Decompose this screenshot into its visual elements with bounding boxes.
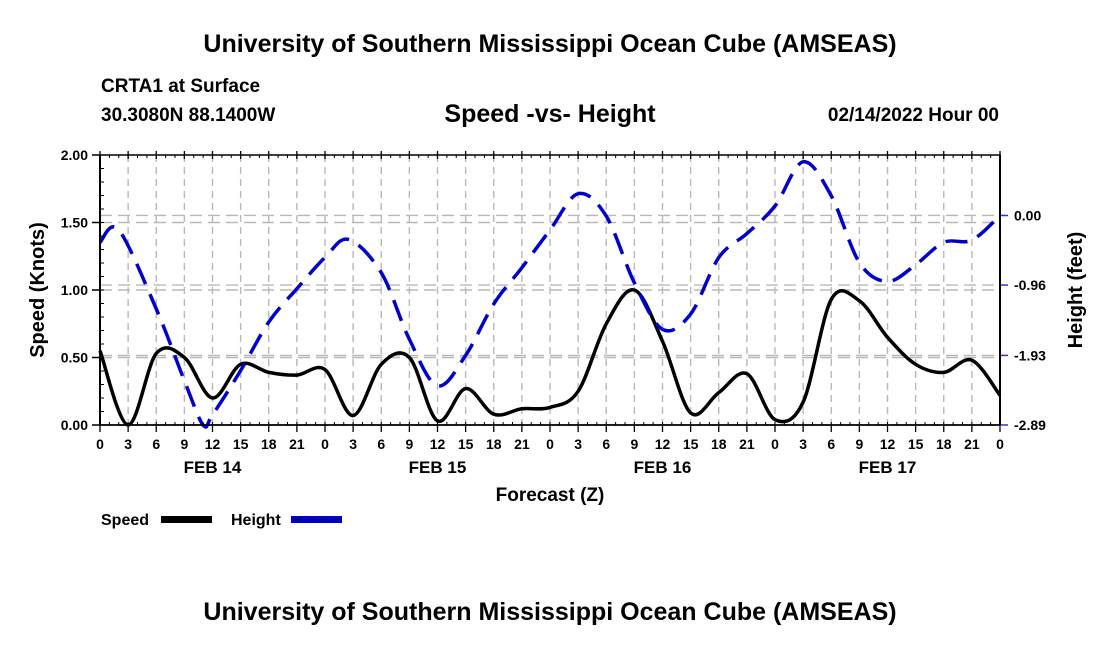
x-tick-label: 6 bbox=[602, 436, 610, 452]
footer-title: University of Southern Mississippi Ocean… bbox=[203, 598, 897, 626]
y-axis-label: Speed (Knots) bbox=[27, 222, 49, 358]
x-tick-label: 3 bbox=[574, 436, 582, 452]
x-tick-label: 15 bbox=[458, 436, 474, 452]
x-tick-label: 21 bbox=[739, 436, 755, 452]
date-label: FEB 17 bbox=[859, 458, 917, 477]
x-tick-label: 6 bbox=[377, 436, 385, 452]
x-tick-label: 0 bbox=[321, 436, 329, 452]
date-label: FEB 15 bbox=[409, 458, 467, 477]
x-tick-label: 3 bbox=[799, 436, 807, 452]
x-tick-label: 0 bbox=[546, 436, 554, 452]
x-tick-label: 21 bbox=[964, 436, 980, 452]
axes: 0 3 6 9 12 15 18 21 0 3 6 9 12 15 18 21 0 3 6 9 12 15 18 21 0 3 6 9… bbox=[61, 147, 1046, 477]
x-tick-label: 12 bbox=[655, 436, 671, 452]
x-tick-label: 0 bbox=[771, 436, 779, 452]
x-tick-label: 3 bbox=[349, 436, 357, 452]
y2-axis-label: Height (feet) bbox=[1065, 232, 1087, 349]
chart-title: University of Southern Mississippi Ocean… bbox=[203, 30, 897, 58]
x-tick-label: 18 bbox=[486, 436, 502, 452]
x-tick-label: 12 bbox=[205, 436, 221, 452]
y2-tick-label: -1.93 bbox=[1014, 347, 1046, 363]
chart-subtitle: Speed -vs- Height bbox=[444, 100, 656, 128]
date-label: FEB 16 bbox=[634, 458, 692, 477]
y-tick-label: 1.50 bbox=[61, 215, 88, 231]
x-tick-label: 18 bbox=[261, 436, 277, 452]
x-tick-label: 9 bbox=[405, 436, 413, 452]
x-tick-label: 15 bbox=[683, 436, 699, 452]
y2-tick-label: 0.00 bbox=[1014, 207, 1041, 223]
x-tick-label: 9 bbox=[855, 436, 863, 452]
x-tick-label: 0 bbox=[996, 436, 1004, 452]
legend-height-swatch bbox=[291, 516, 342, 523]
series-layer bbox=[98, 160, 1002, 429]
y-tick-label: 0.50 bbox=[61, 350, 88, 366]
y-tick-label: 1.00 bbox=[61, 282, 88, 298]
legend: Speed Height bbox=[101, 512, 342, 529]
legend-speed-swatch bbox=[161, 516, 212, 523]
y-tick-label: 2.00 bbox=[61, 147, 88, 163]
x-tick-label: 15 bbox=[233, 436, 249, 452]
series-height-line bbox=[98, 160, 1002, 429]
y-tick-label: 0.00 bbox=[61, 417, 88, 433]
grid-lines bbox=[100, 155, 1000, 426]
x-tick-label: 6 bbox=[827, 436, 835, 452]
coordinates-label: 30.3080N 88.1400W bbox=[101, 105, 276, 126]
x-tick-label: 6 bbox=[152, 436, 160, 452]
legend-speed-label: Speed bbox=[101, 512, 149, 529]
x-tick-label: 0 bbox=[96, 436, 104, 452]
x-tick-label: 9 bbox=[630, 436, 638, 452]
x-axis-label: Forecast (Z) bbox=[496, 485, 605, 506]
x-tick-label: 18 bbox=[711, 436, 727, 452]
y2-tick-label: -2.89 bbox=[1014, 417, 1046, 433]
date-label: FEB 14 bbox=[184, 458, 242, 477]
station-label: CRTA1 at Surface bbox=[101, 76, 261, 97]
series-speed-line bbox=[98, 288, 1002, 427]
x-tick-label: 21 bbox=[289, 436, 305, 452]
x-tick-label: 12 bbox=[880, 436, 896, 452]
x-tick-label: 3 bbox=[124, 436, 132, 452]
x-tick-label: 21 bbox=[514, 436, 530, 452]
x-tick-label: 18 bbox=[936, 436, 952, 452]
x-tick-label: 15 bbox=[908, 436, 924, 452]
x-tick-label: 12 bbox=[430, 436, 446, 452]
x-tick-label: 9 bbox=[180, 436, 188, 452]
forecast-datetime: 02/14/2022 Hour 00 bbox=[827, 105, 999, 126]
legend-height-label: Height bbox=[231, 512, 281, 529]
y2-tick-label: -0.96 bbox=[1014, 277, 1046, 293]
